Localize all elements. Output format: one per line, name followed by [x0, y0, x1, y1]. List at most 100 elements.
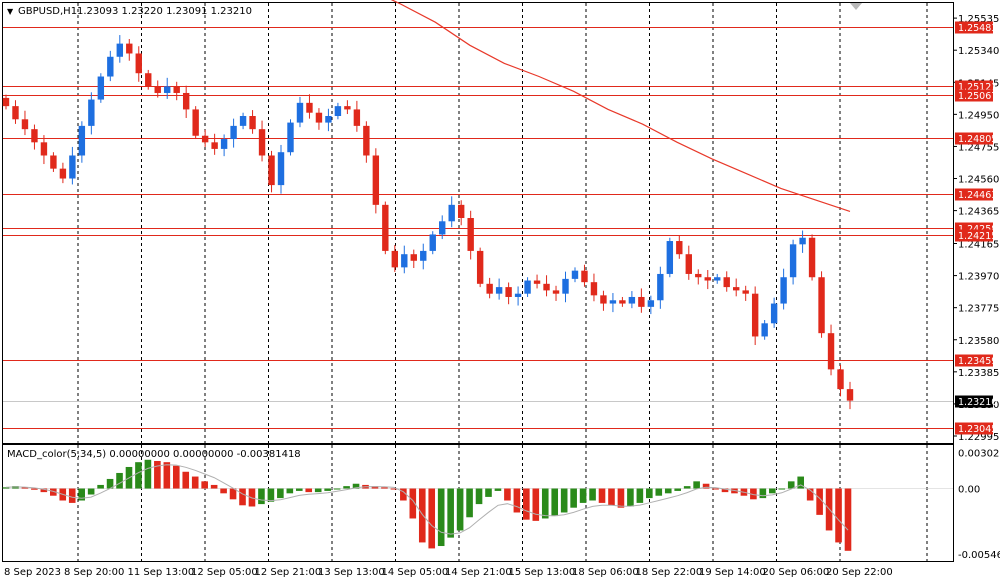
macd-bar: [154, 460, 161, 489]
macd-bar: [589, 488, 596, 501]
macd-bar: [835, 488, 842, 543]
candle-body: [287, 122, 294, 153]
collapse-arrow-icon[interactable]: [850, 3, 862, 10]
macd-bar: [324, 488, 331, 491]
macd-bar: [551, 488, 559, 517]
candle-body: [761, 323, 768, 337]
candle-body: [88, 99, 95, 126]
macd-bar: [702, 483, 710, 489]
macd-bar: [172, 465, 180, 489]
candle-body: [334, 106, 342, 117]
candle-body: [268, 155, 275, 186]
candle-body: [808, 237, 816, 278]
macd-bar: [201, 481, 208, 489]
macd-bar: [182, 471, 190, 489]
macd-bar: [286, 488, 294, 494]
candle-body: [154, 86, 161, 93]
macd-bar: [759, 488, 767, 499]
macd-bar: [475, 488, 483, 505]
macd-bar: [333, 488, 341, 490]
candle-body: [495, 287, 503, 294]
candle-body: [50, 155, 57, 169]
macd-bar: [400, 488, 407, 501]
candle-body: [799, 237, 806, 245]
moving-average-line: [390, 0, 851, 212]
candle-body: [846, 389, 854, 401]
candle-body: [514, 293, 522, 297]
candle-body: [325, 116, 332, 123]
dropdown-icon[interactable]: ▼: [7, 7, 14, 16]
candle-body: [296, 102, 304, 123]
candle-body: [552, 290, 560, 294]
candle-body: [69, 155, 76, 179]
candle-body: [97, 76, 105, 100]
candle-body: [391, 250, 399, 268]
candle-body: [230, 125, 237, 140]
macd-signal-line: [5, 464, 849, 535]
candle-body: [827, 333, 835, 370]
time-tick-label: 18 Sep 06:00: [572, 567, 639, 578]
macd-bar: [163, 462, 171, 489]
main-pane-frame: [2, 2, 954, 444]
candle-body: [751, 293, 759, 337]
macd-bar: [116, 472, 123, 489]
price-levels[interactable]: [3, 27, 953, 429]
candle-body: [439, 221, 446, 235]
grid: [77, 3, 928, 561]
macd-bar: [721, 488, 729, 493]
candle-body: [201, 135, 209, 143]
macd-bar: [608, 488, 615, 506]
time-tick-label: 14 Sep 21:00: [445, 567, 512, 578]
macd-bar: [560, 488, 568, 513]
candles: [2, 35, 854, 410]
macd-bar: [239, 488, 246, 506]
moving-average: [390, 0, 851, 212]
macd-bar: [636, 488, 644, 503]
price-tick-label: 1.24365: [958, 207, 999, 218]
candle-body: [182, 92, 190, 110]
candle-body: [31, 129, 38, 143]
macd-bar: [371, 486, 379, 489]
candle-body: [2, 97, 10, 107]
candle-body: [12, 106, 19, 120]
macd-bar: [750, 488, 757, 500]
macd-bar: [305, 488, 313, 493]
candle-body: [116, 43, 123, 57]
candle-body: [173, 86, 180, 93]
macd-bar: [295, 488, 303, 491]
candle-body: [40, 142, 48, 156]
level-tag-label: 1.24463: [958, 190, 997, 201]
candle-body: [695, 273, 702, 278]
time-tick-label: 20 Sep 22:00: [826, 567, 893, 578]
level-tag-label: 1.23045: [958, 424, 997, 435]
candle-body: [78, 125, 86, 156]
candle-body: [524, 280, 531, 294]
level-tag: [955, 422, 993, 435]
candle-body: [277, 152, 285, 186]
macd-bar: [21, 487, 29, 489]
candle-body: [657, 273, 664, 301]
macd-bar: [40, 488, 48, 493]
candle-body: [211, 142, 218, 149]
level-tag-label: 1.24805: [958, 134, 997, 145]
candle-body: [467, 218, 474, 251]
macd-bar: [627, 488, 634, 507]
level-tag-label: 1.23459: [958, 356, 997, 367]
candle-body: [581, 270, 588, 283]
symbol-label: GBPUSD,H1: [18, 6, 77, 17]
macd-bar: [769, 488, 776, 494]
candle-body: [742, 290, 749, 294]
price-tick-label: 1.22995: [958, 432, 999, 443]
macd-bar: [570, 488, 577, 508]
candle-body: [780, 277, 787, 304]
candle-body: [733, 287, 740, 291]
current-price-label: 1.23210: [958, 397, 997, 408]
macd-bar: [806, 488, 814, 501]
macd-bar: [210, 484, 218, 489]
macd-bar: [523, 488, 530, 520]
macd-bar: [97, 484, 104, 489]
candle-body: [704, 277, 711, 281]
price-tick-label: 1.23970: [958, 272, 999, 283]
candle-body: [344, 106, 351, 110]
